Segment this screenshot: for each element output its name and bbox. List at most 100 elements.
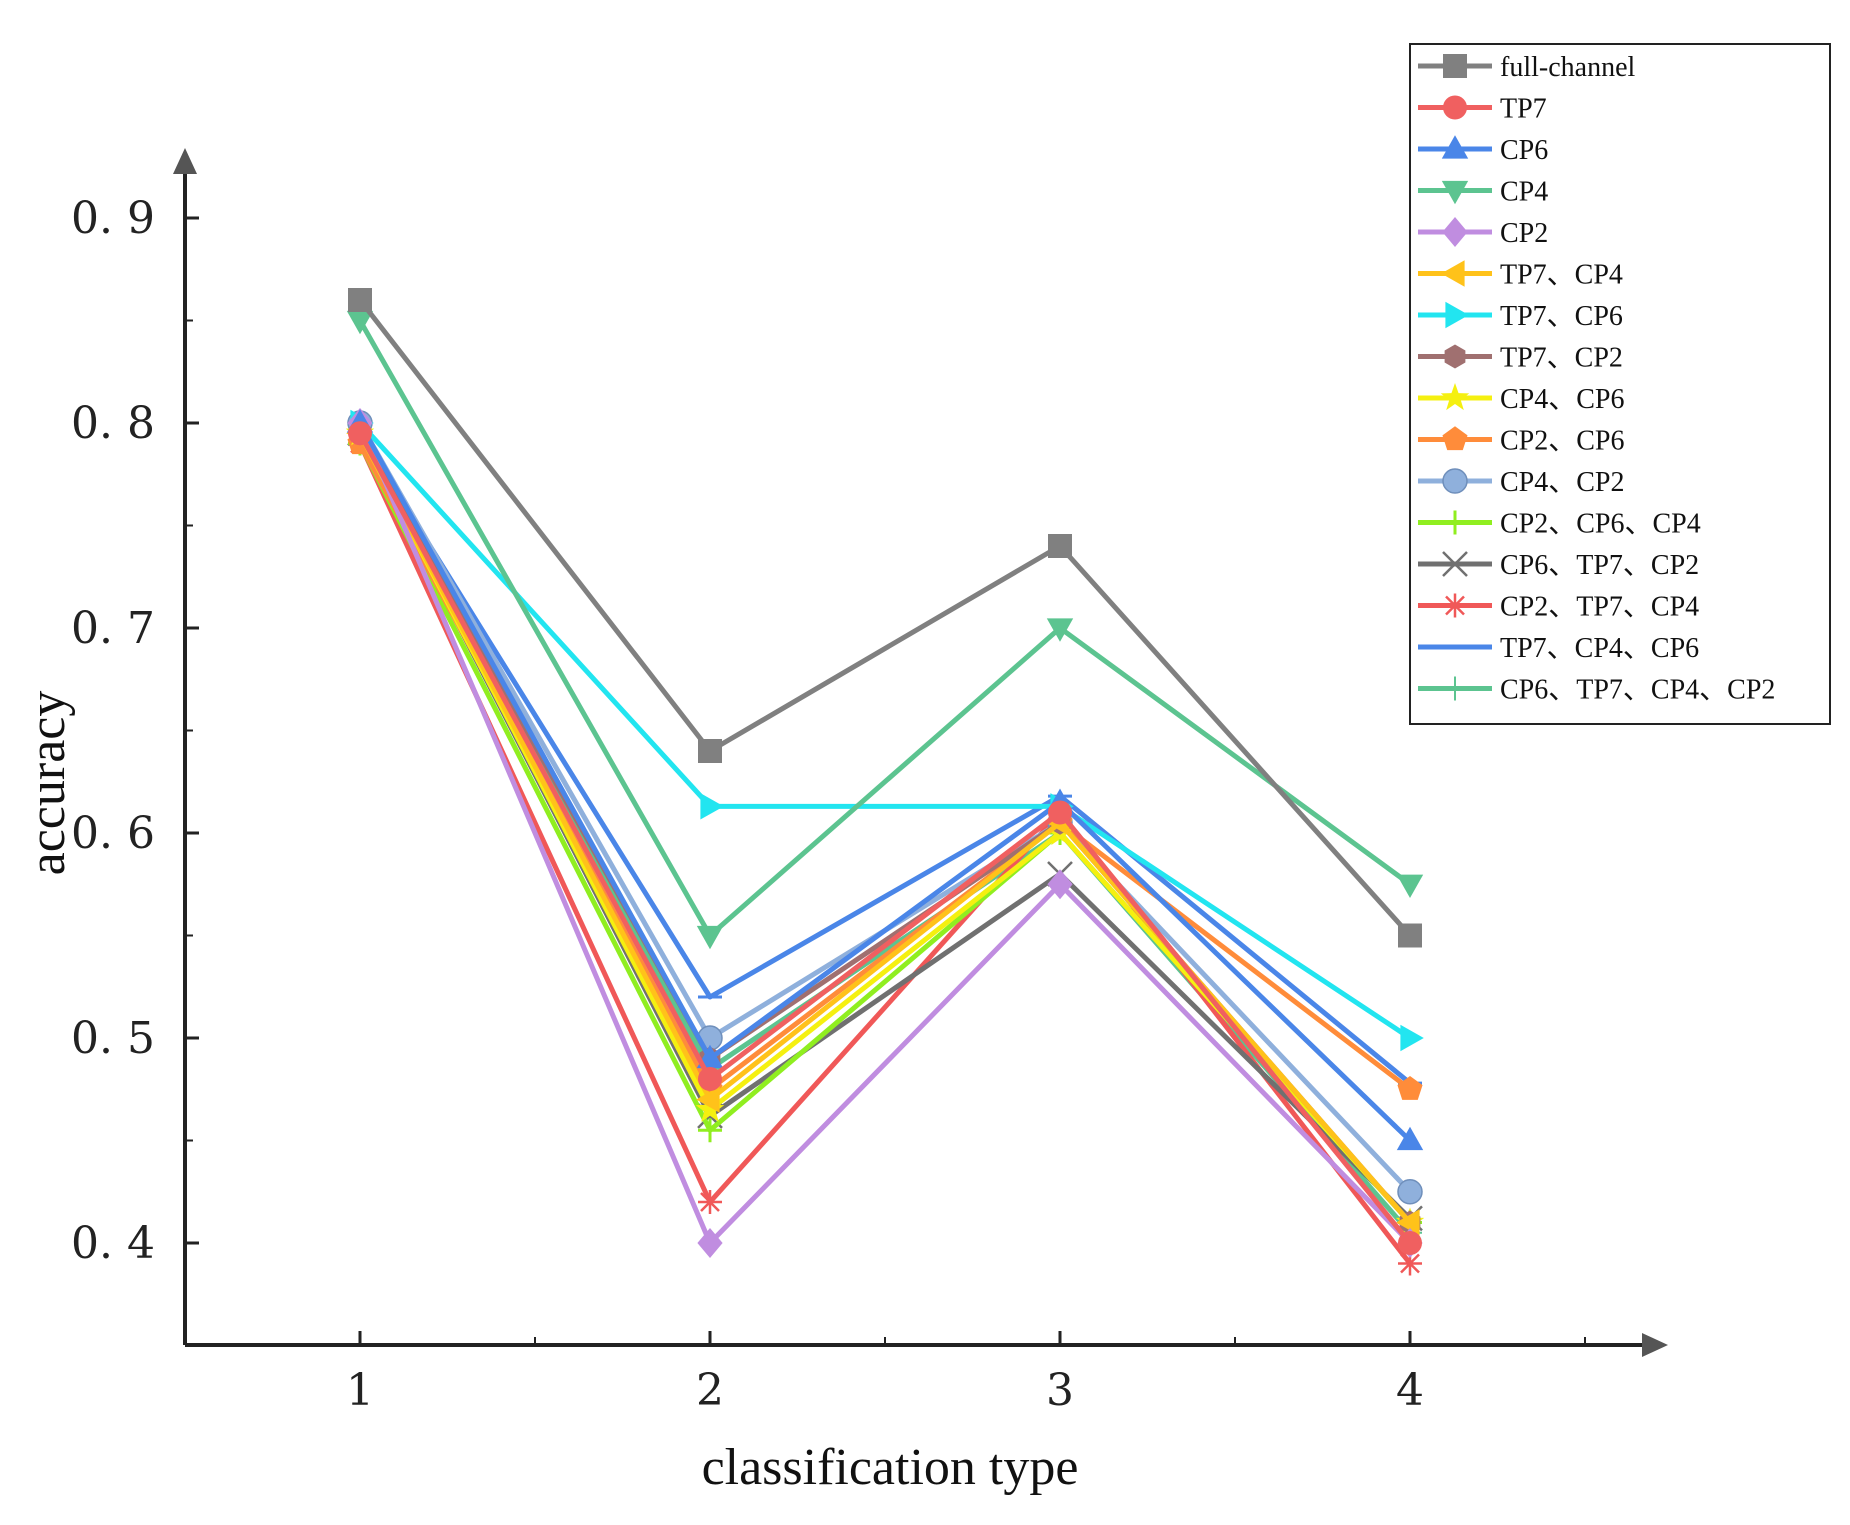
y-axis-title: accuracy bbox=[19, 691, 76, 876]
series-11 bbox=[348, 431, 1422, 1235]
legend-label: CP6、TP7、CP2 bbox=[1500, 550, 1699, 581]
axes: 0. 4 0. 5 0. 6 0. 7 0. 8 0. 9 1 2 3 4 bbox=[71, 148, 1668, 1416]
series-12 bbox=[347, 420, 1423, 1232]
legend-label: CP2、CP6、CP4 bbox=[1500, 509, 1701, 540]
legend-label: CP6 bbox=[1500, 135, 1548, 166]
series-7 bbox=[349, 421, 1421, 1235]
series-line bbox=[358, 298, 1412, 938]
legend-label: CP2、TP7、CP4 bbox=[1500, 592, 1699, 623]
legend-item: CP4 bbox=[1418, 177, 1548, 208]
series-line bbox=[357, 432, 1412, 1245]
y-tick-label: 0. 4 bbox=[71, 1218, 155, 1269]
legend-item: CP2、CP6、CP4 bbox=[1418, 509, 1701, 540]
data-point bbox=[1398, 1231, 1422, 1255]
series-14 bbox=[348, 431, 1422, 1086]
legend-label: CP6、TP7、CP4、CP2 bbox=[1500, 675, 1775, 706]
legend-label: full-channel bbox=[1500, 52, 1635, 83]
y-tick-label: 0. 8 bbox=[71, 398, 155, 449]
series-line bbox=[357, 432, 1412, 1225]
series-5 bbox=[346, 420, 1420, 1236]
legend-label: TP7、CP2 bbox=[1500, 343, 1623, 374]
data-point bbox=[1441, 180, 1469, 205]
legend-box bbox=[1409, 43, 1831, 725]
series-1 bbox=[348, 421, 1422, 1255]
series-3 bbox=[346, 310, 1424, 950]
data-point bbox=[1396, 1126, 1424, 1151]
legend-item: TP7、CP4、CP6 bbox=[1418, 633, 1699, 664]
legend-label: TP7、CP4、CP6 bbox=[1500, 633, 1699, 664]
series-line bbox=[357, 432, 1412, 1225]
data-point bbox=[1442, 468, 1468, 494]
legend-item: CP4、CP6 bbox=[1418, 383, 1625, 415]
data-point bbox=[1441, 135, 1469, 159]
series-line bbox=[357, 431, 1412, 1086]
data-point bbox=[696, 925, 724, 950]
series-line bbox=[357, 442, 1412, 1266]
series-line bbox=[357, 442, 1412, 1225]
y-axis-arrow bbox=[173, 148, 197, 174]
legend-item: CP2、TP7、CP4 bbox=[1418, 592, 1699, 623]
data-point bbox=[698, 1067, 722, 1091]
data-point bbox=[695, 1094, 725, 1122]
data-point bbox=[1442, 551, 1468, 577]
data-point bbox=[1047, 869, 1073, 900]
y-tick-label: 0. 6 bbox=[71, 808, 155, 859]
data-point bbox=[1443, 510, 1467, 535]
series-line bbox=[358, 421, 1412, 1041]
legend-item: TP7、CP6 bbox=[1418, 301, 1623, 332]
data-point bbox=[1397, 1179, 1423, 1205]
legend-item: TP7、CP2 bbox=[1418, 343, 1623, 374]
x-tick-label: 3 bbox=[1046, 1365, 1074, 1416]
legend-label: TP7、CP4 bbox=[1500, 260, 1623, 291]
series-line bbox=[357, 432, 1412, 1221]
legend-item: CP6、TP7、CP4、CP2 bbox=[1418, 675, 1775, 706]
legend-label: TP7、CP6 bbox=[1500, 301, 1623, 332]
data-point bbox=[1396, 874, 1424, 899]
legend-label: CP2 bbox=[1500, 218, 1548, 249]
data-point bbox=[1396, 1209, 1420, 1236]
series-8 bbox=[345, 418, 1425, 1235]
data-point bbox=[1400, 1024, 1424, 1052]
x-axis-title: classification type bbox=[702, 1439, 1079, 1496]
data-point bbox=[1397, 1076, 1423, 1100]
data-point bbox=[1443, 95, 1467, 120]
x-tick-label: 2 bbox=[696, 1365, 724, 1416]
data-point bbox=[1442, 426, 1468, 451]
legend-item: CP6 bbox=[1418, 135, 1548, 166]
legend-label: CP4、CP6 bbox=[1500, 384, 1625, 415]
x-tick-label: 1 bbox=[346, 1365, 374, 1416]
data-point bbox=[698, 739, 722, 763]
series-group bbox=[345, 288, 1425, 1276]
data-point bbox=[1048, 800, 1072, 825]
data-point bbox=[1442, 217, 1468, 247]
data-point bbox=[1440, 383, 1470, 411]
y-tick-label: 0. 5 bbox=[71, 1013, 155, 1064]
data-point bbox=[348, 288, 372, 312]
legend-item: CP6、TP7、CP2 bbox=[1418, 550, 1699, 581]
x-axis-arrow bbox=[1642, 1333, 1668, 1357]
series-line bbox=[357, 421, 1412, 1143]
x-tick-label: 4 bbox=[1396, 1365, 1424, 1416]
legend-item: CP2 bbox=[1418, 217, 1548, 249]
y-tick-label: 0. 7 bbox=[71, 603, 155, 654]
data-point bbox=[1443, 593, 1467, 618]
data-point bbox=[1048, 534, 1072, 558]
legend-item: CP2、CP6 bbox=[1418, 426, 1625, 457]
series-0 bbox=[348, 288, 1422, 948]
data-point bbox=[1444, 344, 1466, 369]
legend-item: full-channel bbox=[1418, 52, 1635, 83]
data-point bbox=[346, 310, 374, 335]
series-line bbox=[357, 422, 1412, 1246]
legend-label: CP4、CP2 bbox=[1500, 467, 1625, 498]
series-line bbox=[357, 319, 1412, 938]
data-point bbox=[1398, 923, 1422, 948]
data-point bbox=[698, 1118, 722, 1143]
data-point bbox=[700, 793, 724, 820]
legend-item: CP4、CP2 bbox=[1418, 467, 1625, 498]
data-point bbox=[1445, 301, 1469, 329]
data-point bbox=[1443, 676, 1467, 701]
data-point bbox=[1046, 618, 1074, 642]
data-point bbox=[696, 1086, 720, 1113]
